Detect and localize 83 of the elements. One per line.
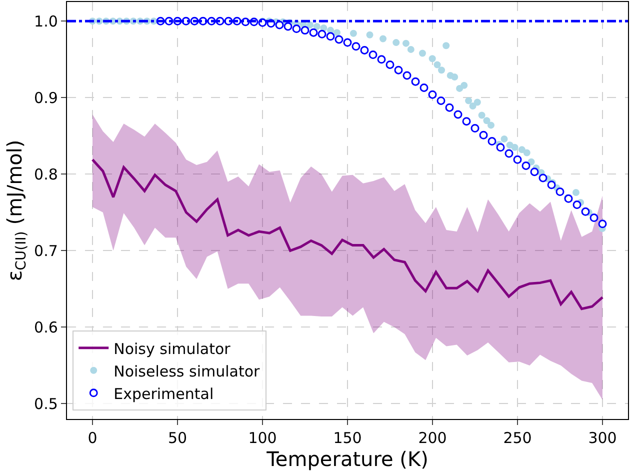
- point: [504, 149, 514, 158]
- point: [478, 112, 486, 119]
- point: [436, 96, 446, 105]
- point: [411, 77, 420, 86]
- x-tick-label: 50: [168, 429, 188, 448]
- point: [470, 124, 480, 132]
- point: [590, 214, 598, 222]
- y-tick-label: 0.9: [34, 88, 58, 107]
- point: [402, 71, 412, 80]
- point: [598, 220, 607, 228]
- line-series: [91, 158, 604, 310]
- point: [547, 180, 556, 190]
- y-tick-label: 1.0: [34, 12, 58, 30]
- point: [366, 31, 374, 38]
- point: [313, 22, 320, 30]
- point: [523, 149, 530, 156]
- x-tick-label: 250: [503, 429, 532, 448]
- x-tick-label: 150: [333, 429, 362, 448]
- x-tick-label: 300: [588, 429, 617, 448]
- point: [368, 50, 378, 60]
- legend-label: Experimental: [114, 384, 214, 403]
- point: [581, 207, 590, 216]
- y-tick-label: 0.8: [34, 165, 58, 184]
- point: [479, 130, 488, 140]
- point: [465, 97, 472, 104]
- point: [572, 189, 580, 196]
- legend-label: Noisy simulator: [114, 340, 232, 358]
- point: [511, 144, 518, 151]
- point: [402, 40, 410, 47]
- point: [306, 21, 314, 28]
- point: [377, 55, 386, 64]
- point: [522, 161, 530, 170]
- y-tick-label: 0.6: [34, 318, 58, 336]
- point: [352, 42, 360, 51]
- point: [460, 82, 468, 89]
- point: [469, 102, 476, 110]
- point: [518, 146, 526, 154]
- point: [496, 143, 505, 152]
- legend-label: Noiseless simulator: [114, 362, 261, 380]
- point: [300, 26, 310, 35]
- point: [275, 20, 284, 30]
- point: [318, 30, 326, 38]
- point: [380, 35, 387, 42]
- point: [343, 38, 352, 47]
- point: [360, 46, 369, 54]
- x-tick-label: 100: [248, 429, 277, 448]
- point: [438, 66, 446, 74]
- y-tick-label: 0.5: [34, 394, 58, 413]
- point: [474, 98, 481, 106]
- point: [420, 83, 428, 92]
- point: [292, 24, 301, 34]
- point: [326, 32, 335, 41]
- point: [445, 103, 454, 112]
- point: [488, 137, 496, 146]
- point: [442, 42, 450, 50]
- point: [462, 117, 471, 126]
- point: [434, 61, 441, 68]
- point: [451, 73, 458, 80]
- point: [530, 168, 539, 176]
- point: [513, 155, 522, 164]
- point: [334, 35, 344, 44]
- point: [418, 50, 426, 57]
- point: [284, 22, 292, 31]
- point: [428, 90, 437, 99]
- point: [454, 110, 462, 119]
- point: [309, 28, 318, 37]
- point: [350, 30, 357, 37]
- point: [392, 39, 400, 46]
- x-axis-title: Temperature (K): [266, 447, 428, 471]
- point: [333, 29, 340, 36]
- point: [394, 66, 403, 74]
- x-tick-label: 0: [88, 429, 98, 448]
- point: [407, 46, 414, 53]
- point: [538, 174, 548, 182]
- point: [500, 135, 508, 142]
- x-tick-label: 200: [418, 429, 447, 448]
- point: [428, 55, 436, 62]
- point: [487, 122, 494, 129]
- point: [386, 60, 394, 69]
- point: [556, 188, 564, 196]
- point: [572, 200, 582, 210]
- point: [483, 117, 490, 124]
- y-tick-label: 0.7: [34, 242, 58, 260]
